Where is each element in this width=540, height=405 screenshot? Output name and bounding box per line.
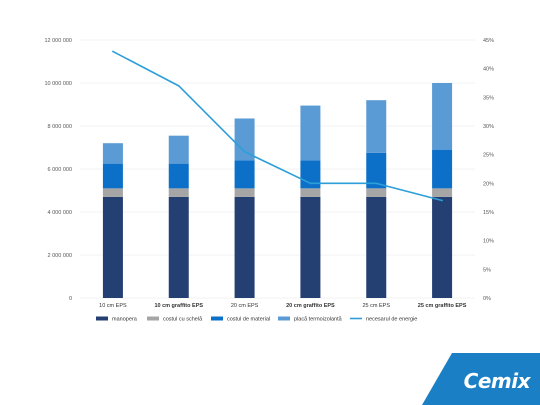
legend-label: costul cu schelă	[163, 317, 203, 323]
line-point	[309, 182, 312, 185]
line-point	[177, 84, 180, 87]
brand-logo: Cemix	[422, 353, 540, 405]
legend-swatch	[147, 316, 159, 321]
y2-tick-label: 35%	[483, 95, 494, 101]
y-tick-label: 4 000 000	[48, 210, 72, 216]
bar-segment	[168, 188, 189, 197]
energy-line	[112, 50, 443, 202]
bar-segment	[432, 196, 453, 298]
bar-segment	[366, 100, 387, 153]
bar-segment	[168, 163, 189, 189]
y-tick-label: 6 000 000	[48, 167, 72, 173]
legend-label: manopera	[112, 317, 138, 323]
bar-segment	[366, 196, 387, 298]
bar-segment	[102, 188, 123, 197]
gridlines	[80, 39, 475, 299]
bars	[102, 83, 453, 298]
bar-segment	[234, 196, 255, 298]
y2-tick-label: 10%	[483, 239, 494, 245]
line-point	[375, 182, 378, 185]
legend: manopera costul cu schelă costul de materi…	[96, 316, 417, 323]
line-point	[112, 50, 114, 53]
y-tick-label: 2 000 000	[48, 253, 72, 259]
y-tick-label: 0	[69, 296, 72, 302]
x-tick-label: 25 cm EPS	[362, 303, 390, 309]
x-tick-label: 25 cm graffito EPS	[418, 303, 467, 309]
legend-label: necesarul de energie	[366, 317, 417, 323]
bar-segment	[234, 118, 255, 161]
bar-segment	[102, 163, 123, 189]
line-point	[243, 150, 246, 153]
x-tick-label: 20 cm EPS	[231, 303, 259, 309]
bar-segment	[168, 135, 189, 164]
x-tick-label: 10 cm graffito EPS	[154, 303, 203, 309]
y2-tick-label: 15%	[483, 210, 494, 216]
bar-segment	[234, 160, 255, 189]
x-tick-label: 10 cm EPS	[99, 303, 127, 309]
bar-segment	[102, 143, 123, 164]
y2-tick-label: 40%	[483, 67, 494, 73]
y2-tick-label: 30%	[483, 124, 494, 130]
bar-segment	[300, 188, 321, 197]
bar-segment	[366, 152, 387, 189]
bar-segment	[432, 83, 453, 150]
line-series-path	[112, 50, 443, 202]
y2-tick-label: 5%	[483, 267, 491, 273]
bar-segment	[234, 188, 255, 197]
bar-segment	[432, 188, 453, 197]
legend-swatch	[278, 316, 290, 321]
y-tick-label: 12 000 000	[44, 38, 72, 44]
brand-logo-shape	[422, 353, 540, 405]
line-point	[441, 199, 443, 202]
bar-segment	[432, 149, 453, 189]
y2-tick-label: 25%	[483, 153, 494, 159]
legend-swatch	[96, 316, 108, 321]
legend-swatch	[211, 316, 223, 321]
bar-segment	[366, 188, 387, 197]
bar-segment	[102, 196, 123, 298]
y2-tick-label: 0%	[483, 296, 491, 302]
axes: 0 2 000 000 4 000 000 6 000 000 8 000 000 10 …	[44, 38, 494, 309]
bar-segment	[300, 105, 321, 161]
legend-label: costul de material	[227, 317, 270, 323]
y-tick-label: 8 000 000	[48, 124, 72, 130]
bar-segment	[168, 196, 189, 298]
bar-segment	[300, 196, 321, 298]
y-tick-label: 10 000 000	[44, 81, 72, 87]
y2-tick-label: 20%	[483, 181, 494, 187]
legend-label: placă termoizolantă	[294, 317, 343, 323]
brand-name: Cemix	[463, 369, 531, 393]
x-tick-label: 20 cm graffito EPS	[286, 303, 335, 309]
y2-tick-label: 45%	[483, 38, 494, 44]
